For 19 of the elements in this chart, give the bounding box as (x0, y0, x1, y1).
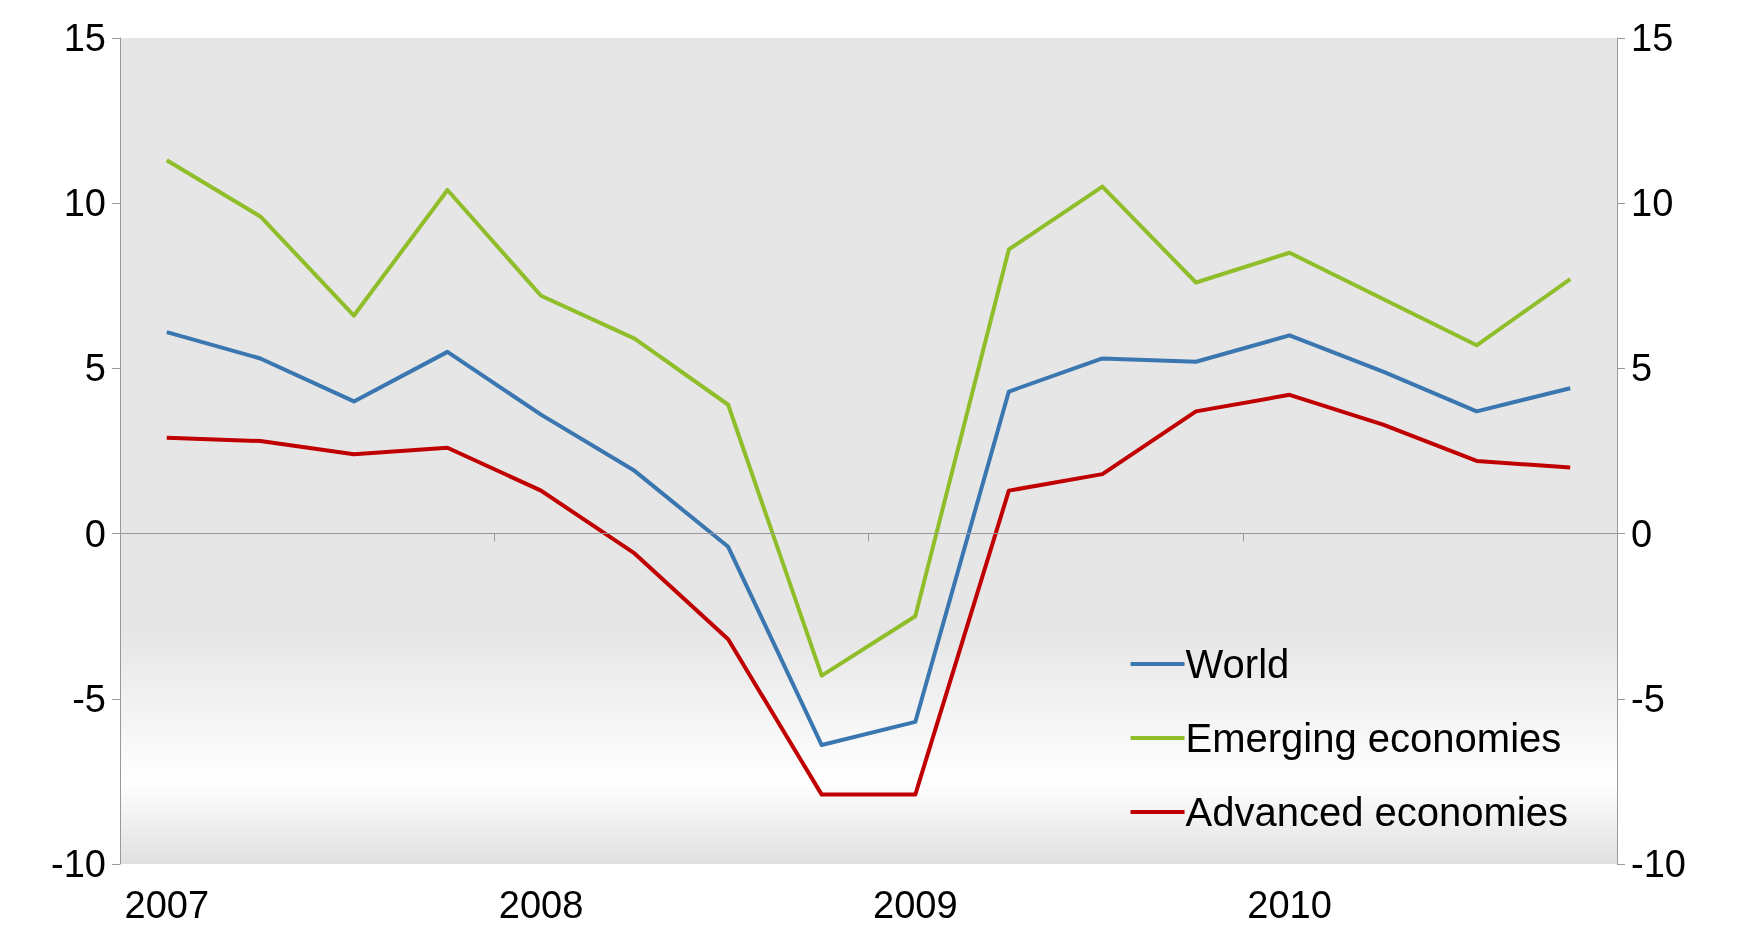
legend-label: World (1185, 642, 1290, 686)
y2-tick-label: 0 (1631, 512, 1653, 555)
y-tick-label: 0 (84, 512, 106, 555)
x-tick-label: 2009 (873, 884, 958, 926)
x-tick-label: 2008 (498, 884, 584, 926)
x-tick-label: 2010 (1247, 884, 1332, 926)
y-tick-label: -5 (72, 677, 106, 720)
y2-tick-label: 5 (1631, 347, 1653, 390)
y-tick-label: 10 (63, 182, 106, 225)
y2-tick-label: 10 (1631, 182, 1674, 225)
y-tick-label: 15 (63, 17, 106, 59)
y-tick-label: -10 (51, 843, 106, 885)
y2-tick-label: 15 (1631, 17, 1674, 59)
legend-label: Emerging economies (1185, 716, 1562, 760)
legend-label: Advanced economies (1185, 790, 1569, 834)
y2-tick-label: -5 (1631, 677, 1665, 720)
y2-tick-label: -10 (1631, 843, 1686, 885)
y-tick-label: 5 (84, 347, 106, 390)
x-tick-label: 2007 (124, 884, 210, 926)
